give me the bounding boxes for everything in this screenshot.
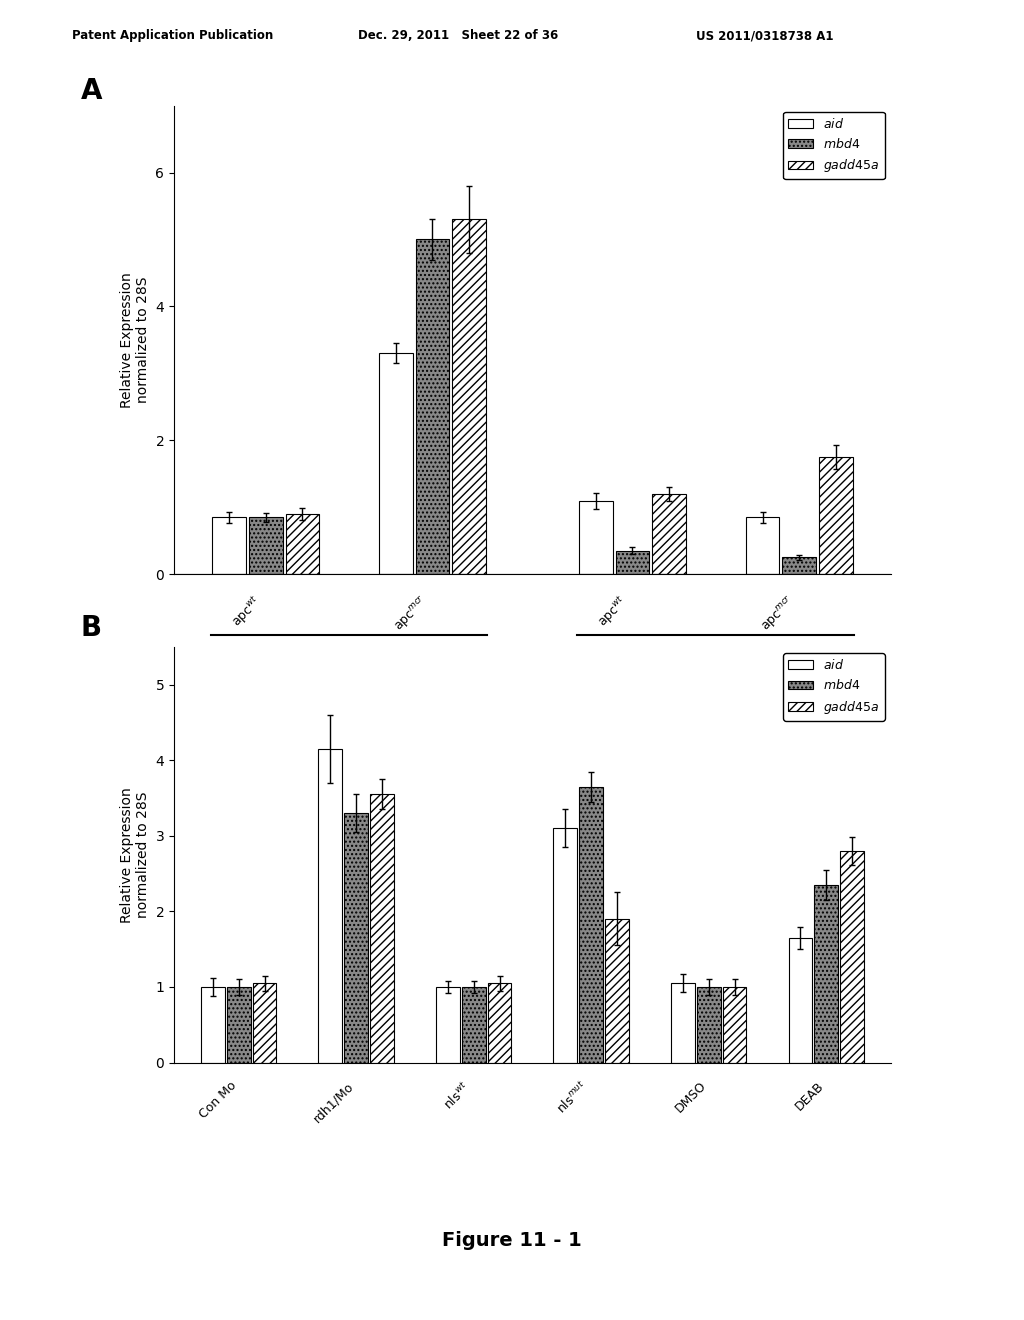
Bar: [462, 987, 485, 1063]
Text: apc$^{wt}$: apc$^{wt}$: [594, 593, 633, 631]
Text: apc$^{mcr}$: apc$^{mcr}$: [390, 593, 432, 635]
Bar: [697, 987, 721, 1063]
Bar: [605, 919, 629, 1063]
Bar: [671, 983, 694, 1063]
Text: DEAB: DEAB: [793, 1080, 826, 1113]
Bar: [416, 239, 450, 574]
Legend: $aid$, $mbd4$, $gadd45a$: $aid$, $mbd4$, $gadd45a$: [783, 653, 885, 721]
Bar: [253, 983, 276, 1063]
Bar: [371, 795, 394, 1063]
Bar: [212, 517, 246, 574]
Bar: [615, 550, 649, 574]
Bar: [487, 983, 511, 1063]
Bar: [652, 494, 686, 574]
Bar: [379, 354, 413, 574]
Text: US 2011/0318738 A1: US 2011/0318738 A1: [696, 29, 834, 42]
Bar: [201, 987, 224, 1063]
Text: A: A: [81, 78, 102, 106]
Y-axis label: Relative Expression
normalized to 28S: Relative Expression normalized to 28S: [120, 272, 150, 408]
Bar: [453, 219, 486, 574]
Bar: [841, 851, 864, 1063]
Y-axis label: Relative Expression
normalized to 28S: Relative Expression normalized to 28S: [120, 787, 150, 923]
Text: apc$^{wt}$: apc$^{wt}$: [227, 593, 266, 631]
Text: ATRA: ATRA: [691, 673, 740, 690]
Text: nls$^{wt}$: nls$^{wt}$: [441, 1080, 474, 1113]
Text: Figure 11 - 1: Figure 11 - 1: [442, 1232, 582, 1250]
Text: B: B: [81, 614, 102, 642]
Bar: [344, 813, 368, 1063]
Text: apc$^{mcr}$: apc$^{mcr}$: [757, 593, 799, 635]
Bar: [436, 987, 460, 1063]
Bar: [782, 557, 816, 574]
Bar: [788, 937, 812, 1063]
Text: DMSO: DMSO: [321, 673, 378, 690]
Text: Con Mo: Con Mo: [197, 1080, 239, 1122]
Legend: $aid$, $mbd4$, $gadd45a$: $aid$, $mbd4$, $gadd45a$: [783, 112, 885, 180]
Bar: [579, 500, 612, 574]
Bar: [286, 513, 319, 574]
Text: DMSO: DMSO: [673, 1080, 709, 1115]
Bar: [227, 987, 251, 1063]
Bar: [723, 987, 746, 1063]
Bar: [745, 517, 779, 574]
Bar: [249, 517, 283, 574]
Bar: [819, 457, 853, 574]
Bar: [554, 828, 578, 1063]
Bar: [318, 748, 342, 1063]
Text: Patent Application Publication: Patent Application Publication: [72, 29, 273, 42]
Text: rdh1/Mo: rdh1/Mo: [311, 1080, 356, 1125]
Text: nls$^{mut}$: nls$^{mut}$: [554, 1080, 591, 1117]
Bar: [814, 884, 838, 1063]
Text: Dec. 29, 2011   Sheet 22 of 36: Dec. 29, 2011 Sheet 22 of 36: [358, 29, 559, 42]
Bar: [580, 787, 603, 1063]
